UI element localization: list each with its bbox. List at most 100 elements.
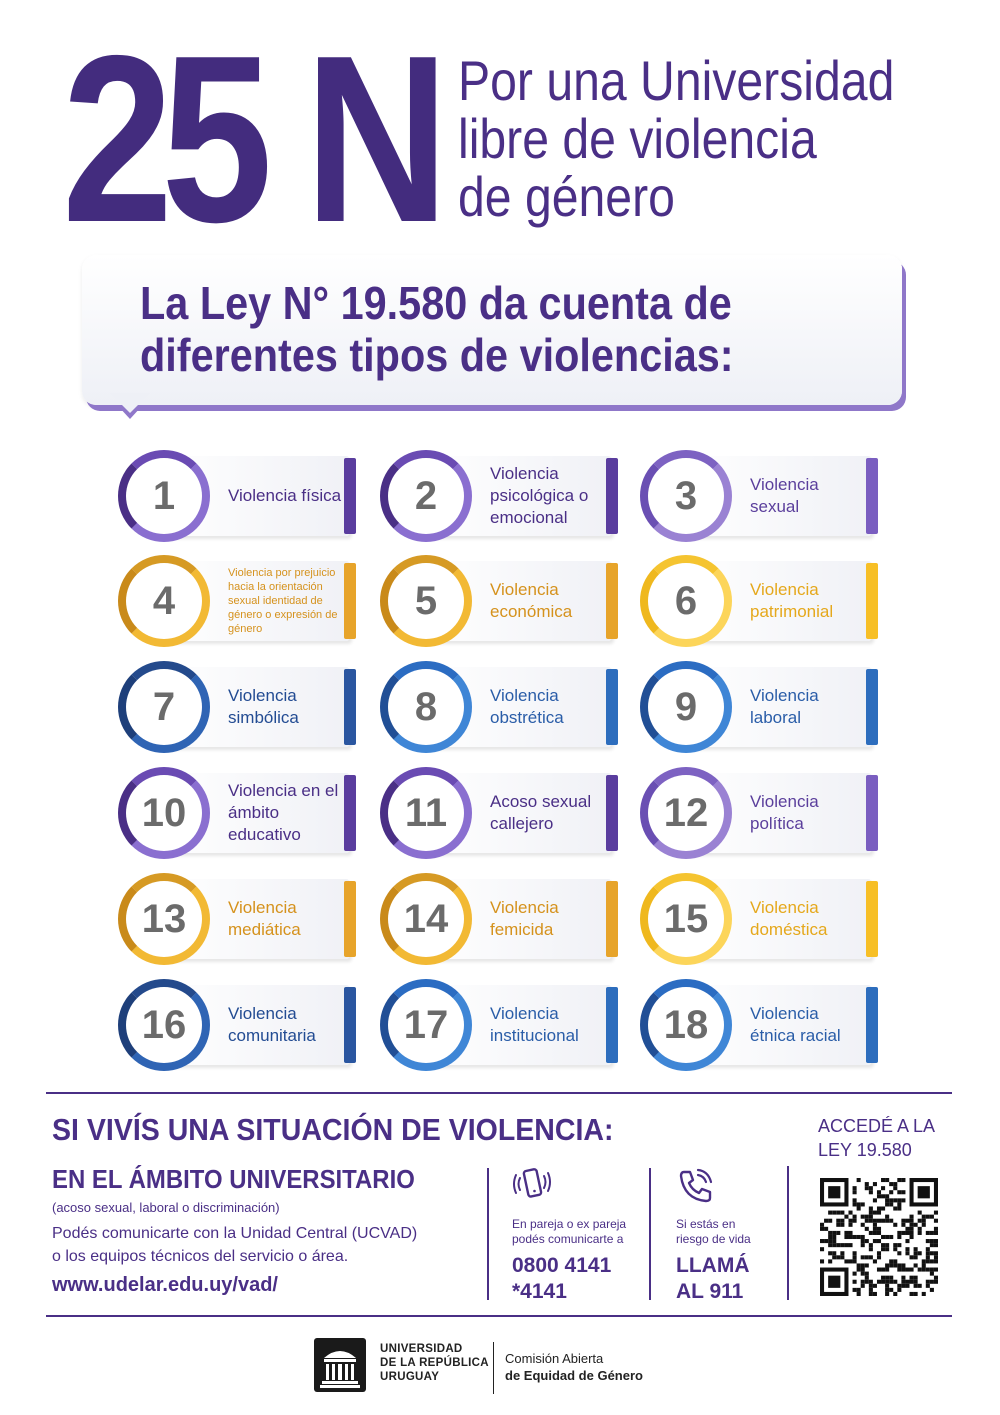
type-label: Violencia en el ámbito educativo [228,765,346,860]
type-label: Violencia económica [490,553,608,648]
type-label: Violencia física [228,448,346,543]
number-ring: 5 [380,555,472,647]
qr-caption-line: ACCEDÉ A LA [818,1116,936,1136]
type-label: Violencia étnica racial [750,977,868,1072]
ceg-line: de Equidad de Género [505,1368,643,1383]
qr-caption-line: LEY 19.580 [818,1140,912,1160]
type-label-text: Violencia sexual [750,474,819,516]
udelar-building-icon [314,1338,366,1392]
violence-type-card: 8 Violencia obstrética [380,659,618,754]
type-number: 6 [674,578,698,623]
university-link[interactable]: www.udelar.edu.uy/vad/ [52,1274,278,1296]
number-ring: 13 [118,873,210,965]
couple-phone[interactable]: 0800 4141 *4141 [512,1253,626,1305]
type-number: 15 [663,896,709,941]
university-title: EN EL ÁMBITO UNIVERSITARIO [52,1164,415,1194]
type-number: 16 [141,1002,187,1047]
violence-type-card: 15 Violencia doméstica [640,871,878,966]
type-number: 11 [404,790,448,835]
number-ring: 10 [118,767,210,859]
card-accent-bar [866,563,878,639]
qr-caption: ACCEDÉ A LA LEY 19.580 [818,1114,935,1162]
type-number: 4 [152,578,176,623]
speech-bubble: La Ley N° 19.580 da cuenta de diferentes… [82,255,902,405]
university-body: Podés comunicarte con la Unidad Central … [52,1222,482,1268]
violence-type-card: 13 Violencia mediática [118,871,356,966]
type-label-text: Acoso sexual callejero [490,791,592,833]
violence-type-card: 7 Violencia simbólica [118,659,356,754]
column-separator [487,1168,489,1300]
number-ring: 3 [640,450,732,542]
number-ring: 9 [640,661,732,753]
udelar-line: UNIVERSIDAD [380,1343,463,1355]
card-accent-bar [866,458,878,534]
number-ring: 15 [640,873,732,965]
violence-type-card: 5 Violencia económica [380,553,618,648]
type-label-text: Violencia doméstica [750,897,828,939]
couple-small-1: En pareja o ex pareja [512,1217,627,1231]
type-number: 3 [674,473,698,518]
type-number: 8 [414,684,438,729]
risk-column: Si estás en riesgo de vida LLAMÁ AL 911 [676,1166,751,1305]
footer: UNIVERSIDAD DE LA REPÚBLICA URUGUAY Comi… [0,1338,1000,1398]
risk-call-line: LLAMÁ [676,1254,750,1277]
phone-vibrate-icon [513,1168,551,1198]
card-accent-bar [606,669,618,745]
column-separator [649,1168,651,1300]
qr-code-icon[interactable] [820,1178,938,1296]
type-label-text: Violencia psicológica o emocional [490,463,589,527]
column-separator [787,1166,789,1300]
card-accent-bar [866,987,878,1063]
type-label: Violencia simbólica [228,659,346,754]
hero-title-line: de género [458,165,675,228]
type-number: 5 [414,578,438,623]
type-label: Violencia por prejuicio hacia la orienta… [228,553,346,648]
hero-title: Por una Universidad libre de violencia d… [458,52,894,226]
violence-type-card: 10 Violencia en el ámbito educativo [118,765,356,860]
risk-small-1: Si estás en [676,1217,736,1231]
card-accent-bar [344,458,356,534]
number-ring: 1 [118,450,210,542]
violence-type-card: 17 Violencia institucional [380,977,618,1072]
card-accent-bar [344,563,356,639]
violence-type-card: 18 Violencia étnica racial [640,977,878,1072]
university-subtitle: (acoso sexual, laboral o discriminación) [52,1200,280,1215]
type-number: 17 [403,1002,449,1047]
risk-call-line: AL 911 [676,1280,744,1303]
type-number: 2 [414,473,438,518]
divider-top [46,1092,952,1094]
card-accent-bar [344,669,356,745]
number-ring: 18 [640,979,732,1071]
card-accent-bar [606,987,618,1063]
type-label: Violencia psicológica o emocional [490,448,608,543]
type-number: 10 [141,790,187,835]
number-ring: 11 [380,767,472,859]
type-label-text: Violencia económica [490,579,573,621]
type-label-text: Violencia física [228,485,342,505]
type-label: Violencia femicida [490,871,608,966]
type-label-text: Violencia étnica racial [750,1003,841,1045]
risk-small-2: riesgo de vida [676,1232,751,1246]
type-label-text: Violencia política [750,791,819,833]
ceg-line: Comisión Abierta [505,1351,604,1366]
number-ring: 7 [118,661,210,753]
number-ring: 6 [640,555,732,647]
card-accent-bar [606,881,618,957]
udelar-line: DE LA REPÚBLICA [380,1357,489,1369]
type-label-text: Violencia mediática [228,897,301,939]
violence-type-card: 11 Acoso sexual callejero [380,765,618,860]
type-label-text: Violencia por prejuicio hacia la orienta… [228,566,338,635]
card-accent-bar [344,987,356,1063]
card-accent-bar [344,775,356,851]
risk-call[interactable]: LLAMÁ AL 911 [676,1253,751,1305]
type-label: Violencia política [750,765,868,860]
type-label: Violencia comunitaria [228,977,346,1072]
type-label-text: Violencia en el ámbito educativo [228,780,339,844]
type-label-text: Violencia institucional [490,1003,579,1045]
number-ring: 14 [380,873,472,965]
type-label: Violencia mediática [228,871,346,966]
type-label-text: Violencia simbólica [228,685,299,727]
couple-phone-line: *4141 [512,1280,567,1303]
type-number: 12 [663,790,709,835]
couple-column: En pareja o ex pareja podés comunicarte … [512,1166,626,1305]
